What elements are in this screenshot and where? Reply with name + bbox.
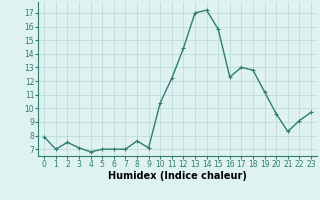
- X-axis label: Humidex (Indice chaleur): Humidex (Indice chaleur): [108, 171, 247, 181]
